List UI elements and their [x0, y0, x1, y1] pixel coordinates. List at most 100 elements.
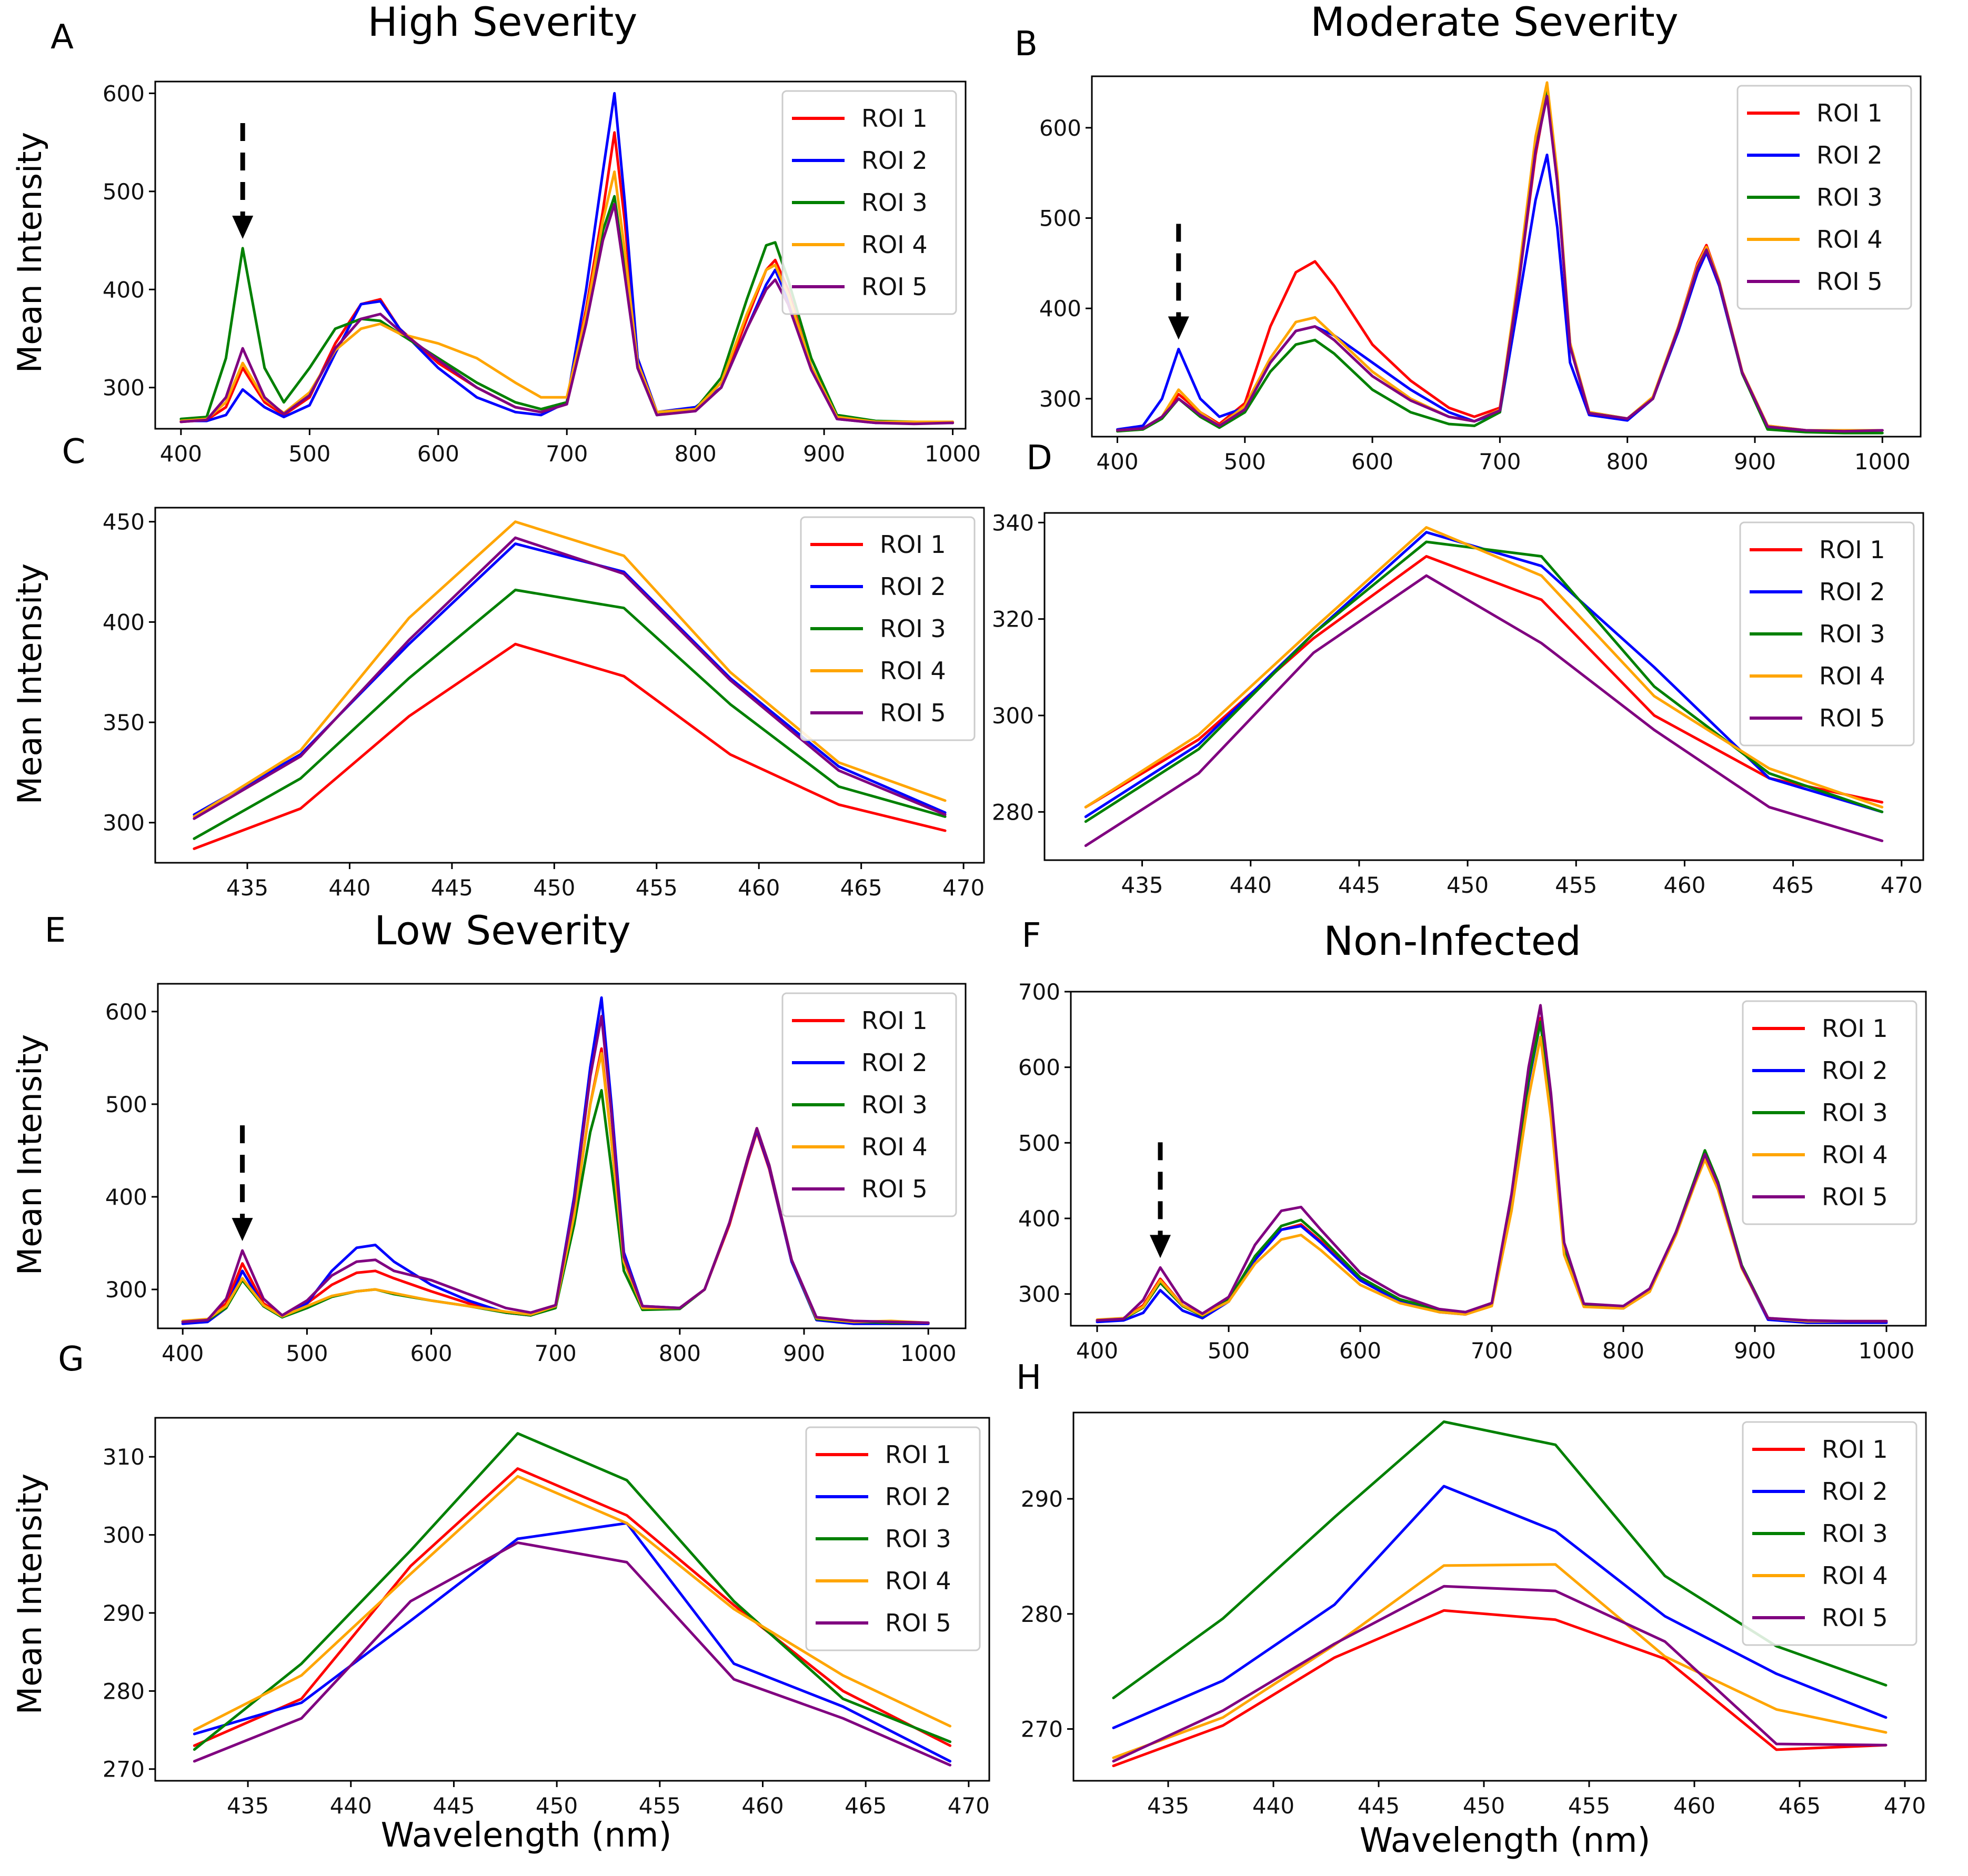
series-lines	[1096, 1004, 1888, 1324]
legend-label-roi-1: ROI 1	[861, 1006, 928, 1035]
y-tick-label: 310	[103, 1444, 145, 1470]
annotation-arrow-head	[1168, 316, 1189, 340]
annotation-arrow	[232, 123, 254, 239]
legend-box	[805, 1426, 981, 1651]
series-lines	[193, 520, 947, 850]
x-tick-label: 440	[328, 875, 370, 901]
x-tick-label: 470	[1881, 872, 1923, 898]
annotation-arrow	[1150, 1142, 1171, 1258]
y-tick-label: 300	[992, 703, 1034, 729]
series-line-roi-1	[193, 1467, 952, 1747]
axes-frame	[1091, 75, 1922, 438]
x-tick-label: 1000	[1854, 449, 1911, 475]
y-tick-label: 300	[105, 1277, 147, 1303]
x-tick-label: 435	[1147, 1793, 1189, 1819]
legend-label-roi-5: ROI 5	[861, 273, 928, 301]
x-tick-label: 600	[410, 1340, 452, 1366]
axes-frame	[154, 1417, 990, 1782]
y-tick-label: 400	[103, 277, 145, 302]
y-axis-label: Mean Intensity	[11, 563, 49, 805]
axes-frame	[1072, 1411, 1927, 1782]
series-line-roi-4	[1084, 526, 1884, 809]
axes-frame	[154, 507, 985, 864]
y-tick-label: 600	[103, 80, 145, 106]
legend-box	[1739, 521, 1915, 747]
y-axis-label: Mean Intensity	[11, 1474, 49, 1715]
x-tick-label: 450	[1463, 1793, 1505, 1819]
x-tick-label: 400	[1096, 449, 1138, 475]
series-line-roi-3	[193, 1432, 952, 1751]
x-tick-label: 465	[840, 875, 882, 901]
panel-d: D 435 440 445 450 455 460 465 470 280 300 320 340 ROI…	[992, 439, 1924, 898]
panel-letter-g: G	[58, 1340, 84, 1379]
figure-panels: A High Severity Mean Intensity 400 500 600 700…	[11, 0, 1927, 1819]
x-tick-label: 440	[1252, 1793, 1294, 1819]
legend-label-roi-1: ROI 1	[885, 1440, 951, 1469]
y-tick-label: 700	[1018, 979, 1060, 1005]
legend-box	[1736, 85, 1912, 310]
legend-label-roi-4: ROI 4	[861, 230, 928, 259]
legend-label-roi-3: ROI 3	[1816, 183, 1883, 211]
panel-letter-e: E	[45, 911, 66, 950]
panel-b: B Moderate Severity 400 500 600 700 800 900 1000…	[1015, 0, 1922, 475]
legend-label-roi-2: ROI 2	[1816, 141, 1883, 169]
annotation-arrow-head	[232, 1218, 253, 1242]
panel-letter-a: A	[51, 18, 74, 57]
x-tick-label: 445	[431, 875, 473, 901]
panel-letter-d: D	[1026, 439, 1052, 478]
legend-box	[1742, 1000, 1917, 1225]
x-tick-label: 800	[1606, 449, 1649, 475]
y-axis-label: Mean Intensity	[11, 132, 49, 374]
legend: ROI 1 ROI 2 ROI 3 ROI 4 ROI 5	[1742, 1421, 1917, 1646]
legend-label-roi-5: ROI 5	[1819, 704, 1885, 732]
x-tick-label: 465	[1779, 1793, 1821, 1819]
x-tick-label: 400	[162, 1340, 204, 1366]
series-line-roi-5	[193, 536, 947, 820]
x-tick-label: 500	[286, 1340, 328, 1366]
legend-label-roi-4: ROI 4	[1816, 225, 1883, 254]
x-tick-label: 400	[1076, 1338, 1118, 1364]
series-line-roi-1	[193, 642, 947, 850]
annotation-arrow	[232, 1125, 253, 1242]
legend-label-roi-2: ROI 2	[1822, 1056, 1888, 1085]
y-tick-label: 280	[103, 1678, 145, 1704]
x-tick-label: 455	[1555, 872, 1597, 898]
legend: ROI 1 ROI 2 ROI 3 ROI 4 ROI 5	[1742, 1000, 1917, 1225]
series-line-roi-1	[1112, 1609, 1887, 1768]
series-line-roi-4	[1096, 1035, 1888, 1323]
series-line-roi-5	[1084, 574, 1884, 847]
series-lines	[1116, 81, 1884, 435]
legend-label-roi-3: ROI 3	[1822, 1519, 1888, 1548]
y-tick-label: 290	[1021, 1486, 1063, 1512]
y-tick-label: 270	[1021, 1717, 1063, 1742]
legend: ROI 1 ROI 2 ROI 3 ROI 4 ROI 5	[781, 90, 957, 315]
x-tick-label: 455	[636, 875, 678, 901]
y-tick-label: 450	[103, 509, 145, 535]
x-tick-label: 455	[1568, 1793, 1610, 1819]
annotation-arrow	[1168, 224, 1189, 340]
series-lines	[193, 1432, 952, 1767]
legend-label-roi-1: ROI 1	[880, 530, 946, 559]
legend-label-roi-4: ROI 4	[885, 1567, 951, 1595]
legend-label-roi-4: ROI 4	[1822, 1561, 1888, 1590]
legend-box	[800, 516, 976, 741]
panel-letter-c: C	[62, 432, 86, 471]
x-tick-label: 470	[942, 875, 985, 901]
legend: ROI 1 ROI 2 ROI 3 ROI 4 ROI 5	[781, 992, 957, 1217]
x-tick-label: 470	[1884, 1793, 1926, 1819]
legend: ROI 1 ROI 2 ROI 3 ROI 4 ROI 5	[1739, 521, 1915, 747]
legend-label-roi-4: ROI 4	[861, 1133, 928, 1161]
y-tick-label: 500	[103, 179, 145, 205]
x-tick-label: 600	[417, 441, 459, 467]
annotation-arrow-head	[1150, 1235, 1171, 1258]
x-tick-label: 460	[738, 875, 780, 901]
y-tick-label: 500	[1018, 1130, 1060, 1156]
legend-label-roi-5: ROI 5	[1822, 1603, 1888, 1632]
y-tick-label: 500	[105, 1092, 147, 1117]
legend-label-roi-3: ROI 3	[885, 1525, 951, 1553]
legend-label-roi-5: ROI 5	[1816, 267, 1883, 296]
panel-letter-h: H	[1016, 1358, 1041, 1397]
legend-label-roi-3: ROI 3	[1822, 1098, 1888, 1127]
